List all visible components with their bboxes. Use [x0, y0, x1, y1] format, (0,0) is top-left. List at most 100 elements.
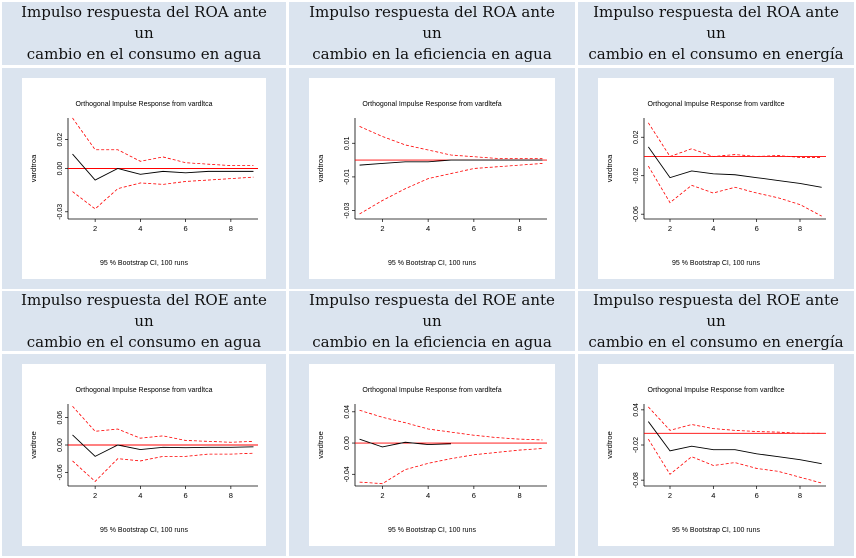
panel-header-line: cambio en el consumo en energía [588, 332, 844, 351]
x-tick-label: 6 [755, 491, 759, 500]
irf-line [359, 438, 452, 448]
irf-line [647, 146, 822, 188]
panel-header-line: Impulso respuesta del ROE ante un [309, 290, 555, 330]
panel-header-line: Impulso respuesta del ROA ante un [593, 3, 839, 42]
x-tick-label: 2 [380, 224, 384, 233]
impulse-response-chart: Orthogonal Impulse Response from vardltc… [605, 387, 826, 534]
x-tick-label: 2 [380, 491, 384, 500]
x-tick-label: 2 [668, 224, 672, 233]
panel-header: Impulso respuesta del ROE ante un cambio … [2, 291, 286, 351]
x-tick-label: 6 [472, 224, 476, 233]
y-axis-label: vardtroe [29, 431, 38, 459]
chart-title: Orthogonal Impulse Response from vardltc… [648, 387, 785, 394]
y-tick-label: 0.04 [633, 403, 640, 417]
chart-footer: 95 % Bootstrap CI, 100 runs [100, 260, 188, 267]
chart-title: Orthogonal Impulse Response from vardlte… [362, 387, 501, 394]
chart-plot-area: Orthogonal Impulse Response from vardlte… [309, 364, 555, 546]
irf-line [359, 159, 543, 166]
y-tick-label: 0.02 [633, 130, 640, 144]
y-tick-label: 0.00 [57, 438, 64, 452]
impulse-response-chart: Orthogonal Impulse Response from vardltc… [605, 101, 826, 267]
chart-title: Orthogonal Impulse Response from vardlte… [362, 101, 501, 108]
y-tick-label: 0.04 [344, 405, 351, 419]
y-tick-label: 0.00 [57, 162, 64, 176]
irf-line [72, 434, 254, 457]
x-tick-label: 2 [93, 491, 97, 500]
y-tick-label: -0.04 [344, 466, 351, 482]
panel-header: Impulso respuesta del ROA ante un cambio … [2, 2, 286, 65]
y-tick-label: -0.02 [633, 168, 640, 184]
upper-ci-line [359, 126, 543, 159]
y-axis-label: vardtroa [605, 154, 614, 182]
x-tick-label: 6 [184, 224, 188, 233]
y-axis-label: vardtroa [29, 154, 38, 182]
y-tick-label: -0.03 [57, 204, 64, 220]
y-tick-label: -0.02 [633, 437, 640, 453]
x-tick-label: 4 [711, 224, 715, 233]
impulse-response-chart: Orthogonal Impulse Response from vardltc… [29, 387, 258, 534]
x-tick-label: 8 [229, 491, 233, 500]
y-axis-label: vardtroe [316, 431, 325, 459]
chart-title: Orthogonal Impulse Response from vardltc… [76, 387, 213, 394]
impulse-response-chart: Orthogonal Impulse Response from vardltc… [29, 101, 258, 267]
x-tick-label: 6 [472, 491, 476, 500]
x-tick-label: 6 [184, 491, 188, 500]
lower-ci-line [359, 448, 543, 485]
upper-ci-line [648, 406, 822, 434]
chart-footer: 95 % Bootstrap CI, 100 runs [672, 260, 760, 267]
lower-ci-line [647, 438, 822, 484]
x-tick-label: 4 [138, 491, 142, 500]
upper-ci-line [647, 122, 822, 158]
x-tick-label: 4 [426, 224, 430, 233]
x-tick-label: 8 [798, 491, 802, 500]
x-tick-label: 8 [798, 224, 802, 233]
y-tick-label: 0.01 [344, 136, 351, 150]
y-tick-label: -0.06 [57, 464, 64, 480]
x-tick-label: 8 [517, 491, 521, 500]
panel-header: Impulso respuesta del ROE ante un cambio … [578, 291, 854, 351]
panel-header-line: cambio en la eficiencia en agua [312, 332, 552, 351]
x-tick-label: 2 [668, 491, 672, 500]
y-axis-label: vardtroa [316, 154, 325, 182]
chart-title: Orthogonal Impulse Response from vardltc… [648, 101, 785, 108]
chart-title: Orthogonal Impulse Response from vardltc… [76, 101, 213, 108]
x-tick-label: 4 [138, 224, 142, 233]
y-tick-label: -0.03 [344, 203, 351, 219]
impulse-response-chart: Orthogonal Impulse Response from vardlte… [316, 387, 547, 534]
chart-plot-area: Orthogonal Impulse Response from vardltc… [22, 364, 266, 546]
upper-ci-line [72, 406, 254, 443]
x-tick-label: 4 [426, 491, 430, 500]
x-tick-label: 8 [229, 224, 233, 233]
impulse-response-chart: Orthogonal Impulse Response from vardlte… [316, 101, 547, 267]
upper-ci-line [359, 409, 543, 441]
panel-header: Impulso respuesta del ROA ante un cambio … [289, 2, 575, 65]
y-tick-label: -0.06 [633, 206, 640, 222]
panel-header-line: Impulso respuesta del ROE ante un [21, 290, 267, 330]
y-axis-label: vardtroe [605, 431, 614, 459]
upper-ci-line [72, 117, 254, 167]
panel-header-line: cambio en la eficiencia en agua [312, 45, 552, 63]
chart-plot-area: Orthogonal Impulse Response from vardltc… [598, 78, 834, 279]
lower-ci-line [647, 165, 822, 217]
x-tick-label: 4 [711, 491, 715, 500]
panel-header-line: cambio en el consumo en agua [26, 332, 262, 351]
lower-ci-line [72, 452, 254, 482]
x-tick-label: 6 [755, 224, 759, 233]
y-tick-label: -0.08 [633, 472, 640, 488]
panel-header-line: cambio en el consumo en agua [26, 45, 262, 63]
chart-plot-area: Orthogonal Impulse Response from vardltc… [598, 364, 834, 546]
chart-footer: 95 % Bootstrap CI, 100 runs [100, 527, 188, 534]
irf-line [647, 421, 822, 465]
y-tick-label: 0.06 [57, 411, 64, 425]
panel-header: Impulso respuesta del ROA ante un cambio … [578, 2, 854, 65]
panel-header-line: Impulso respuesta del ROE ante un [593, 290, 839, 330]
panel-header-line: Impulso respuesta del ROA ante un [21, 3, 267, 42]
y-tick-label: 0.00 [344, 436, 351, 450]
y-tick-label: -0.01 [344, 169, 351, 185]
x-tick-label: 2 [93, 224, 97, 233]
panel-header-line: Impulso respuesta del ROA ante un [309, 3, 555, 42]
x-tick-label: 8 [517, 224, 521, 233]
chart-footer: 95 % Bootstrap CI, 100 runs [388, 527, 476, 534]
panel-header-line: cambio en el consumo en energía [588, 45, 844, 63]
